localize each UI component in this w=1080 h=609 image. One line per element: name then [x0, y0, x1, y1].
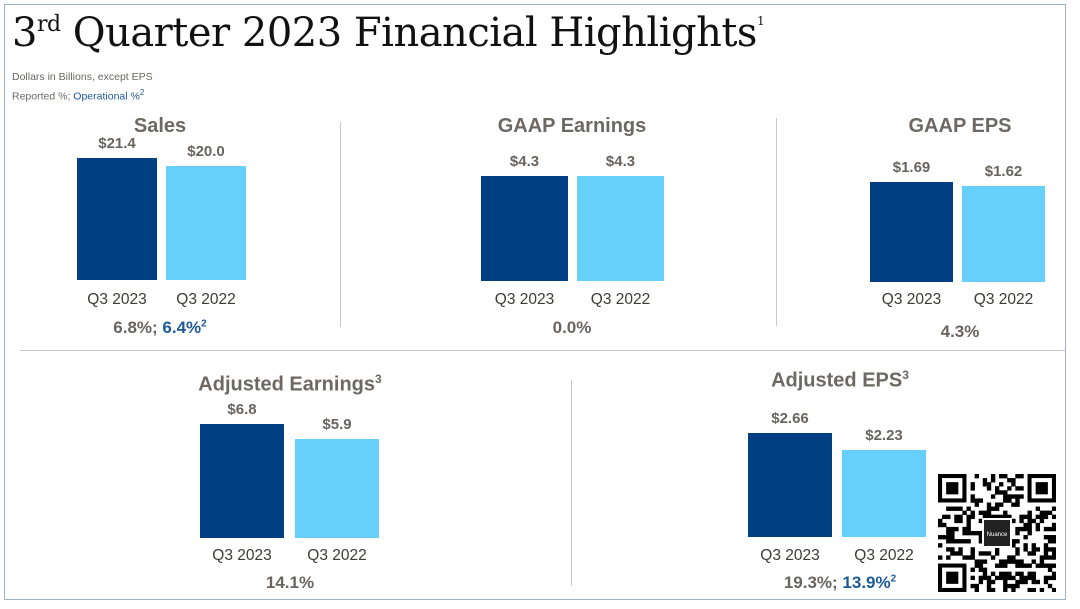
growth-label: 19.3%; 13.9%2: [783, 573, 897, 592]
bar-current: [77, 158, 157, 280]
bar-current: [748, 433, 832, 537]
bar-current: [870, 182, 953, 282]
category-label: Q3 2022: [973, 291, 1034, 308]
bar-prior: [166, 166, 246, 280]
bar-value-label: $20.0: [187, 143, 225, 160]
category-label: Q3 2023: [212, 547, 272, 564]
growth-label: 14.1%: [265, 573, 315, 592]
bar-prior: [295, 439, 379, 538]
bar-value-label: $2.66: [771, 410, 809, 427]
percent-legend: Reported %; Operational %2: [12, 88, 145, 103]
growth-label: 0.0%: [552, 318, 592, 337]
bar-current: [200, 424, 284, 538]
divider-vertical-3: [571, 380, 572, 586]
chart-title: Adjusted Earnings3: [198, 372, 382, 396]
growth-label: 4.3%: [940, 322, 980, 341]
qr-code: Nuance: [938, 474, 1056, 592]
divider-vertical-2: [776, 118, 777, 326]
chart-title: Adjusted EPS3: [771, 368, 909, 392]
page-title: 3rd Quarter 2023 Financial Highlights1: [12, 10, 765, 56]
bar-value-label: $4.3: [605, 153, 636, 170]
chart-title: GAAP EPS: [908, 115, 1012, 137]
bar-prior: [577, 176, 664, 281]
category-label: Q3 2023: [494, 291, 555, 308]
bar-value-label: $6.8: [227, 401, 257, 418]
slide-frame: [4, 4, 1066, 600]
bar-value-label: $4.3: [509, 153, 540, 170]
category-label: Q3 2023: [760, 547, 820, 564]
category-label: Q3 2023: [87, 291, 147, 308]
divider-vertical-1: [340, 122, 341, 327]
bar-current: [481, 176, 568, 281]
growth-label: 6.8%; 6.4%2: [113, 318, 207, 337]
qr-center-label: Nuance: [987, 532, 1008, 538]
category-label: Q3 2022: [854, 547, 914, 564]
divider-horizontal: [20, 350, 1065, 351]
category-label: Q3 2022: [307, 547, 367, 564]
bar-value-label: $2.23: [865, 427, 903, 444]
units-note: Dollars in Billions, except EPS: [12, 71, 153, 83]
bar-value-label: $21.4: [98, 135, 136, 152]
chart-title: Sales: [133, 115, 187, 137]
category-label: Q3 2022: [590, 291, 651, 308]
bar-prior: [842, 450, 926, 537]
bar-value-label: $5.9: [322, 416, 352, 433]
category-label: Q3 2023: [881, 291, 942, 308]
chart-title: GAAP Earnings: [497, 115, 647, 137]
bar-value-label: $1.69: [892, 159, 931, 176]
bar-prior: [962, 186, 1045, 282]
bar-value-label: $1.62: [984, 163, 1023, 180]
category-label: Q3 2022: [176, 291, 236, 308]
